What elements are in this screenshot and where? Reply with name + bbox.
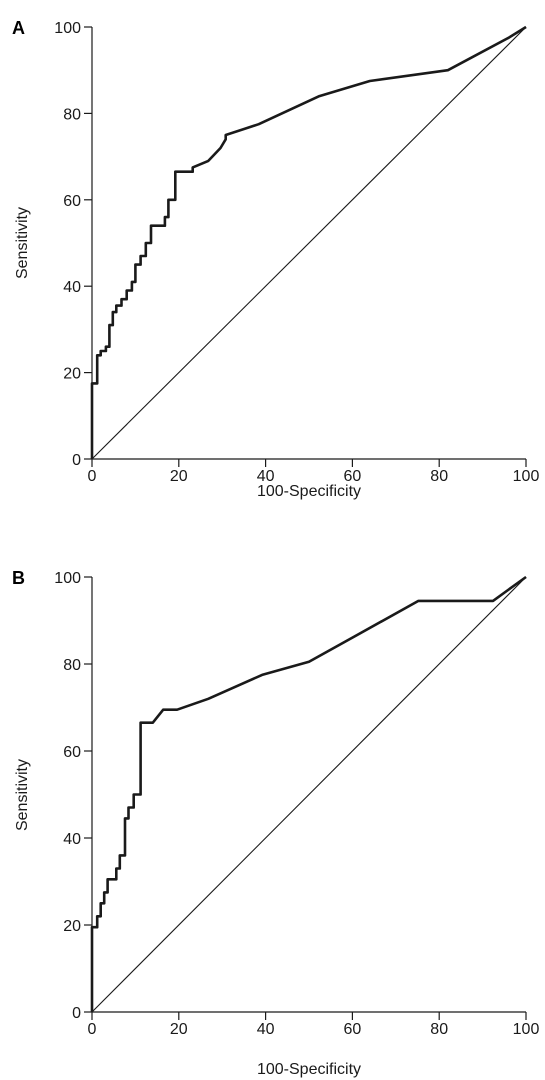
y-tick-label: 40 <box>63 279 81 296</box>
x-ticks: 0 20 40 60 80 100 <box>88 1012 540 1038</box>
y-tick-label: 40 <box>63 831 81 848</box>
panel-label: A <box>12 18 25 38</box>
y-axis-label: Sensitivity <box>14 207 31 279</box>
x-ticks: 0 20 40 60 80 100 <box>88 459 540 485</box>
reference-diagonal-line <box>91 26 527 460</box>
x-tick-label: 80 <box>430 468 448 485</box>
x-tick-label: 100 <box>513 468 540 485</box>
x-tick-label: 0 <box>88 1021 97 1038</box>
x-tick-label: 40 <box>257 468 275 485</box>
y-axis-label: Sensitivity <box>14 759 31 831</box>
y-tick-label: 20 <box>63 918 81 935</box>
y-tick-label: 80 <box>63 657 81 674</box>
x-tick-label: 0 <box>88 468 97 485</box>
y-ticks: 0 20 40 60 80 100 <box>54 570 92 1022</box>
y-tick-label: 0 <box>72 1005 81 1022</box>
y-tick-label: 60 <box>63 744 81 761</box>
roc-curve <box>90 575 527 1012</box>
x-tick-label: 80 <box>430 1021 448 1038</box>
y-tick-label: 100 <box>54 570 81 587</box>
x-tick-label: 60 <box>344 468 362 485</box>
x-axis-label: 100-Specificity <box>257 1061 361 1078</box>
x-tick-label: 40 <box>257 1021 275 1038</box>
y-tick-label: 20 <box>63 366 81 383</box>
y-tick-label: 0 <box>72 452 81 469</box>
roc-panel-b: B 0 20 40 60 80 100 0 20 40 60 80 100 100-Specific… <box>12 568 539 1078</box>
x-axis-label: 100-Specificity <box>257 483 361 500</box>
x-tick-label: 100 <box>513 1021 540 1038</box>
y-tick-label: 60 <box>63 193 81 210</box>
roc-curve <box>90 25 527 459</box>
y-tick-label: 80 <box>63 106 81 123</box>
y-ticks: 0 20 40 60 80 100 <box>54 20 92 469</box>
roc-panel-a: A 0 20 40 60 80 100 0 20 40 60 80 100 100-Specific… <box>12 18 539 500</box>
x-tick-label: 20 <box>170 468 188 485</box>
y-tick-label: 100 <box>54 20 81 37</box>
x-tick-label: 20 <box>170 1021 188 1038</box>
panel-label: B <box>12 568 25 588</box>
reference-diagonal-line <box>91 576 527 1013</box>
x-tick-label: 60 <box>344 1021 362 1038</box>
